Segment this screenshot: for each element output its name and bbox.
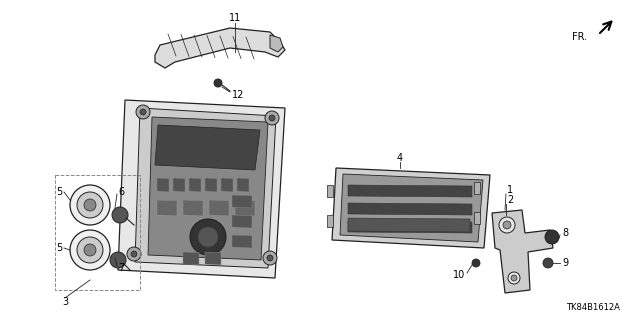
Polygon shape (183, 200, 203, 216)
Polygon shape (327, 215, 333, 227)
Circle shape (127, 247, 141, 261)
Circle shape (140, 109, 146, 115)
Polygon shape (340, 174, 483, 242)
Circle shape (131, 251, 137, 257)
Circle shape (545, 230, 559, 244)
Text: 10: 10 (452, 270, 465, 280)
Circle shape (77, 237, 103, 263)
Polygon shape (209, 200, 229, 216)
Circle shape (70, 230, 110, 270)
Polygon shape (348, 221, 472, 233)
Text: 5: 5 (56, 187, 62, 197)
Polygon shape (492, 210, 553, 293)
Polygon shape (327, 185, 333, 197)
Circle shape (263, 251, 277, 265)
Circle shape (265, 111, 279, 125)
Polygon shape (221, 178, 233, 192)
Text: 5: 5 (56, 243, 62, 253)
Polygon shape (232, 235, 252, 248)
Polygon shape (348, 218, 470, 232)
Circle shape (214, 79, 222, 87)
Circle shape (472, 259, 480, 267)
Text: 3: 3 (62, 297, 68, 307)
Polygon shape (237, 178, 249, 192)
Text: 9: 9 (562, 258, 568, 268)
Text: TK84B1612A: TK84B1612A (566, 303, 620, 313)
Polygon shape (348, 185, 472, 197)
Text: 6: 6 (118, 187, 124, 197)
Circle shape (112, 207, 128, 223)
Text: 1: 1 (507, 185, 513, 195)
Polygon shape (155, 28, 285, 68)
Text: 12: 12 (232, 90, 244, 100)
Circle shape (190, 219, 226, 255)
Circle shape (503, 221, 511, 229)
Polygon shape (148, 117, 268, 260)
Polygon shape (157, 178, 169, 192)
Polygon shape (348, 203, 472, 215)
Polygon shape (118, 100, 285, 278)
Circle shape (70, 185, 110, 225)
Text: 4: 4 (397, 153, 403, 163)
Circle shape (499, 217, 515, 233)
Text: FR.: FR. (572, 32, 587, 42)
Polygon shape (173, 178, 185, 192)
Polygon shape (205, 178, 217, 192)
Polygon shape (474, 212, 480, 224)
Text: 8: 8 (562, 228, 568, 238)
Circle shape (543, 258, 553, 268)
Polygon shape (232, 215, 252, 228)
Circle shape (136, 105, 150, 119)
Circle shape (198, 227, 218, 247)
Text: 2: 2 (507, 195, 513, 205)
Circle shape (269, 115, 275, 121)
Circle shape (84, 244, 96, 256)
Circle shape (84, 199, 96, 211)
Polygon shape (205, 252, 221, 265)
Polygon shape (157, 200, 177, 216)
Polygon shape (474, 182, 480, 194)
Polygon shape (235, 200, 255, 216)
Text: 7: 7 (118, 263, 124, 273)
Text: 11: 11 (229, 13, 241, 23)
Polygon shape (232, 195, 252, 208)
Circle shape (110, 252, 126, 268)
Polygon shape (189, 178, 201, 192)
Circle shape (511, 275, 517, 281)
Polygon shape (135, 108, 276, 268)
Polygon shape (270, 35, 283, 52)
Polygon shape (183, 252, 199, 265)
Polygon shape (155, 125, 260, 170)
Circle shape (77, 192, 103, 218)
Circle shape (267, 255, 273, 261)
Polygon shape (332, 168, 490, 248)
Circle shape (508, 272, 520, 284)
